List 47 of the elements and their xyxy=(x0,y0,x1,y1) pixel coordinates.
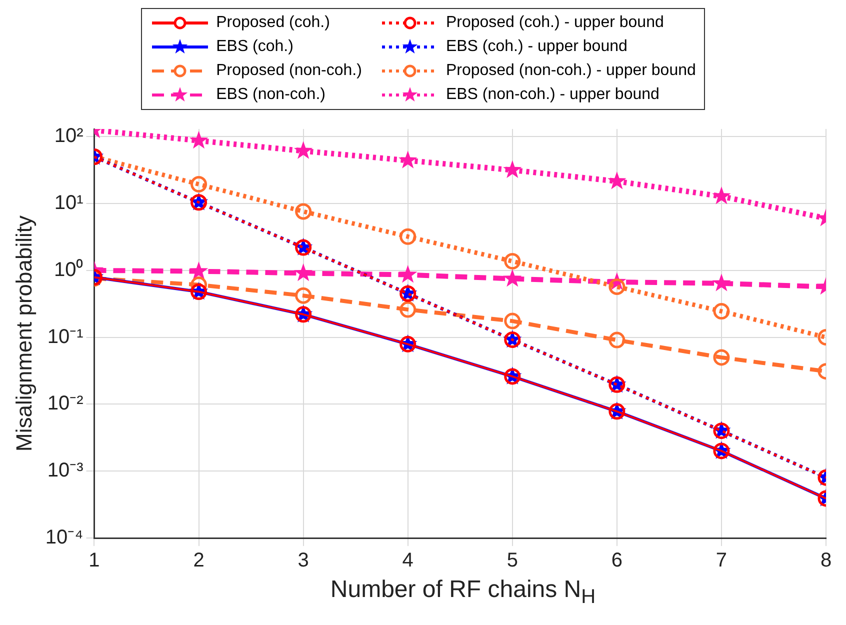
point xyxy=(295,287,312,304)
x-axis-title: Number of RF chains N$_{H}$ xyxy=(329,576,597,609)
point xyxy=(712,274,731,292)
y-tick-label: 10⁻¹ xyxy=(47,326,84,348)
x-tick-label: 2 xyxy=(193,550,204,572)
x-tick-label: 7 xyxy=(716,550,728,572)
point xyxy=(608,278,626,295)
y-axis-title: Misalignment probability xyxy=(11,216,36,452)
x-tick-label: 1 xyxy=(88,550,100,572)
legend-label: Proposed (non-coh.) - upper bound xyxy=(446,62,696,80)
legend-label: EBS (coh.) xyxy=(216,38,294,56)
point xyxy=(503,268,522,287)
point xyxy=(294,263,313,282)
legend-label: Proposed (non-coh.) xyxy=(216,62,362,80)
point xyxy=(189,262,208,280)
legend-label: Proposed (coh.) - upper bound xyxy=(446,14,664,32)
point xyxy=(294,141,313,159)
point xyxy=(189,130,208,149)
point xyxy=(504,312,521,330)
point xyxy=(608,332,626,348)
point xyxy=(504,253,521,270)
point xyxy=(190,176,208,193)
y-tick-label: 10² xyxy=(54,125,84,148)
y-tick-label: 10⁰ xyxy=(54,258,84,281)
point xyxy=(713,349,730,366)
point xyxy=(295,203,312,220)
x-tick-label: 3 xyxy=(298,550,309,572)
x-tick-label: 6 xyxy=(611,550,622,572)
x-tick-label: 8 xyxy=(820,550,832,572)
point xyxy=(400,228,416,245)
legend-label: EBS (non-coh.) xyxy=(216,86,326,104)
point xyxy=(712,186,731,204)
legend-label: EBS (coh.) - upper bound xyxy=(446,38,628,56)
point xyxy=(398,264,418,283)
point xyxy=(713,303,730,320)
legend-label: Proposed (coh.) xyxy=(216,14,330,32)
point xyxy=(503,160,522,178)
y-tick-label: 10⁻³ xyxy=(47,460,84,482)
y-tick-label: 10¹ xyxy=(54,192,84,214)
legend-label: EBS (non-coh.) - upper bound xyxy=(446,86,660,104)
point xyxy=(608,171,626,190)
y-tick-label: 10⁻⁴ xyxy=(45,526,84,549)
point xyxy=(398,150,418,168)
point xyxy=(400,301,416,318)
x-tick-label: 5 xyxy=(506,550,518,572)
y-tick-label: 10⁻² xyxy=(47,392,84,415)
x-tick-label: 4 xyxy=(402,550,414,572)
